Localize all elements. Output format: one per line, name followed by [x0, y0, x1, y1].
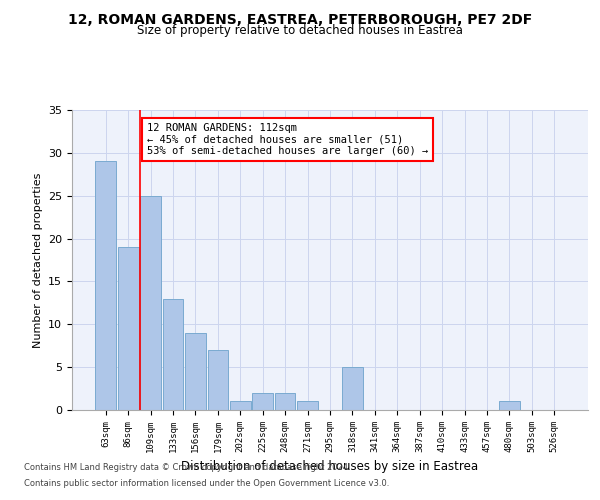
Bar — [163, 298, 184, 410]
Bar — [140, 196, 161, 410]
Text: Size of property relative to detached houses in Eastrea: Size of property relative to detached ho… — [137, 24, 463, 37]
Y-axis label: Number of detached properties: Number of detached properties — [32, 172, 43, 348]
Text: Contains HM Land Registry data © Crown copyright and database right 2024.: Contains HM Land Registry data © Crown c… — [24, 464, 350, 472]
Text: 12 ROMAN GARDENS: 112sqm
← 45% of detached houses are smaller (51)
53% of semi-d: 12 ROMAN GARDENS: 112sqm ← 45% of detach… — [147, 123, 428, 156]
Bar — [118, 247, 139, 410]
Bar — [297, 402, 318, 410]
Text: 12, ROMAN GARDENS, EASTREA, PETERBOROUGH, PE7 2DF: 12, ROMAN GARDENS, EASTREA, PETERBOROUGH… — [68, 12, 532, 26]
Bar — [185, 333, 206, 410]
Bar — [253, 393, 273, 410]
Bar — [342, 367, 363, 410]
Bar — [208, 350, 228, 410]
Bar — [275, 393, 295, 410]
Bar — [95, 162, 116, 410]
X-axis label: Distribution of detached houses by size in Eastrea: Distribution of detached houses by size … — [181, 460, 479, 473]
Bar — [230, 402, 251, 410]
Bar — [499, 402, 520, 410]
Text: Contains public sector information licensed under the Open Government Licence v3: Contains public sector information licen… — [24, 478, 389, 488]
